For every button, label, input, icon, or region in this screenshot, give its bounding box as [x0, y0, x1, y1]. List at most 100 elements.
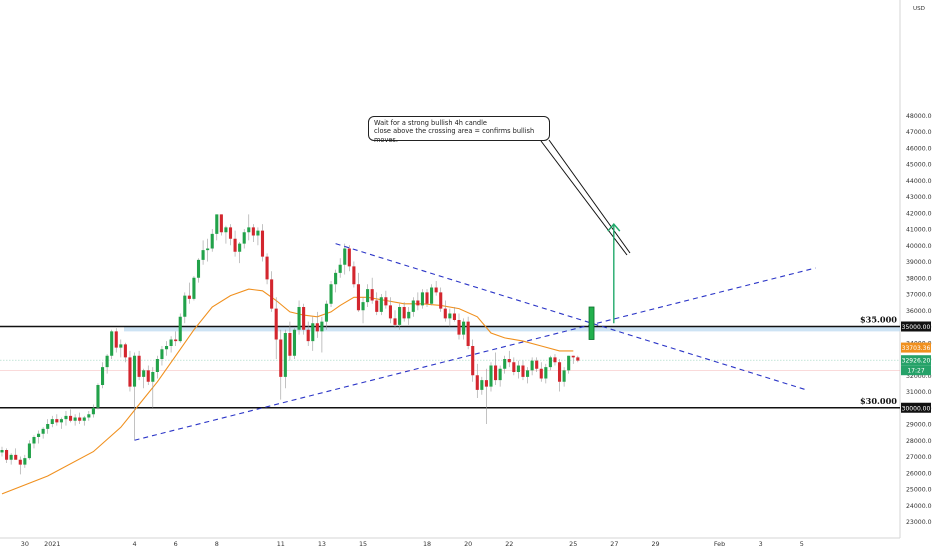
candle-bear: [539, 368, 543, 379]
candle-bear: [370, 289, 374, 301]
x-tick-label: 3: [759, 540, 763, 548]
price-tag-label: 33703.36: [902, 345, 931, 352]
level-label: $35.000: [860, 315, 897, 325]
candle-bull: [238, 243, 242, 252]
y-tick-label: 24000.00: [906, 503, 932, 510]
candle-bear: [219, 214, 223, 233]
candle-bear: [123, 344, 127, 358]
candle-bull: [247, 227, 251, 233]
x-tick-label: 8: [215, 540, 219, 548]
candle-bear: [251, 227, 255, 236]
candle-bull: [324, 303, 329, 322]
candle-bull: [329, 284, 333, 304]
candle-bear: [187, 295, 191, 299]
candle-bear: [402, 307, 406, 319]
candle-bear: [302, 307, 306, 330]
candle-bear: [288, 333, 292, 356]
candle-bull: [192, 277, 196, 299]
candle-bear: [274, 308, 278, 340]
candle-bear: [393, 318, 397, 325]
target-arrow-head: [607, 223, 621, 232]
candle-bear: [475, 375, 479, 390]
y-tick-label: 32000.00: [906, 373, 932, 380]
candle-bull: [215, 214, 219, 234]
candle-bull: [567, 355, 571, 371]
candle-bull: [283, 333, 287, 377]
candle-bull: [430, 287, 434, 304]
candle-bull: [448, 313, 452, 319]
currency-label: USD: [913, 6, 925, 12]
candle-bear: [352, 266, 356, 285]
level-price-tag-label: 35000.00: [902, 324, 931, 331]
y-tick-label: 46000.00: [906, 145, 932, 152]
candle-bear: [466, 321, 470, 346]
candle-bull: [320, 321, 324, 332]
candle-bull: [46, 424, 50, 429]
candle-bull: [489, 365, 493, 387]
x-tick-label: 2021: [44, 540, 60, 548]
candle-bull: [297, 307, 301, 330]
x-tick-label: 29: [651, 540, 659, 548]
candle-bull: [210, 233, 214, 249]
candle-bear: [521, 365, 525, 377]
candle-bull: [562, 370, 566, 382]
y-tick-label: 37000.00: [906, 292, 932, 299]
candle-bear: [553, 357, 557, 363]
trendline: [335, 243, 807, 391]
x-tick-label: 25: [569, 540, 577, 548]
level-price-tag-label: 30000.00: [902, 405, 931, 412]
candle-bear: [507, 359, 511, 363]
annotation-line-1: Wait for a strong bullish 4h candle: [374, 119, 487, 127]
y-tick-label: 27000.00: [906, 454, 932, 461]
annotation-line-2: close above the crossing area = confirms…: [374, 127, 535, 144]
candle-bull: [169, 339, 173, 346]
candle-bull: [516, 365, 520, 372]
candle-bull: [548, 357, 552, 368]
x-tick-label: 6: [174, 540, 178, 548]
candle-bull: [110, 331, 114, 356]
y-tick-label: 42000.00: [906, 210, 932, 217]
candle-bear: [69, 415, 73, 421]
candle-bear: [356, 284, 361, 311]
x-tick-label: 11: [277, 540, 285, 548]
x-tick-label: Feb: [714, 540, 725, 548]
x-tick-label: 15: [359, 540, 367, 548]
y-tick-label: 39000.00: [906, 259, 932, 266]
candle-bull: [361, 302, 365, 311]
candle-bull: [311, 323, 315, 342]
candle-bull: [82, 417, 86, 421]
candle-bull: [366, 289, 370, 303]
callout-pointer: [540, 140, 628, 256]
candle-bear: [14, 454, 18, 460]
candle-bull: [503, 359, 507, 369]
candle-bear: [5, 450, 9, 460]
candle-bull: [164, 346, 169, 350]
candle-bear: [457, 320, 461, 335]
moving-average-line: [1, 288, 574, 495]
y-tick-label: 45000.00: [906, 162, 932, 169]
price-tag: [901, 355, 931, 366]
y-tick-label: 38000.00: [906, 275, 932, 282]
candle-bull: [201, 250, 205, 260]
candle-bull: [530, 360, 534, 371]
level-label: $30.000: [860, 396, 897, 406]
level-price-tag: [901, 402, 931, 413]
candle-bull: [526, 370, 530, 377]
candle-bull: [91, 407, 95, 415]
candle-bull: [334, 272, 338, 285]
candle-bear: [128, 357, 132, 387]
resistance-zone: [124, 326, 900, 332]
y-tick-label: 31000.00: [906, 389, 932, 396]
candle-bull: [183, 295, 187, 317]
candle-bear: [434, 287, 438, 293]
candle-bear: [425, 292, 429, 304]
x-tick-label: 27: [610, 540, 618, 548]
x-tick-label: 30: [21, 540, 29, 548]
candle-bull: [50, 419, 54, 424]
candle-bear: [306, 329, 310, 342]
candle-bear: [55, 419, 59, 423]
candle-bull: [155, 359, 159, 372]
x-tick-label: 22: [505, 540, 513, 548]
x-tick-label: 4: [132, 540, 136, 548]
